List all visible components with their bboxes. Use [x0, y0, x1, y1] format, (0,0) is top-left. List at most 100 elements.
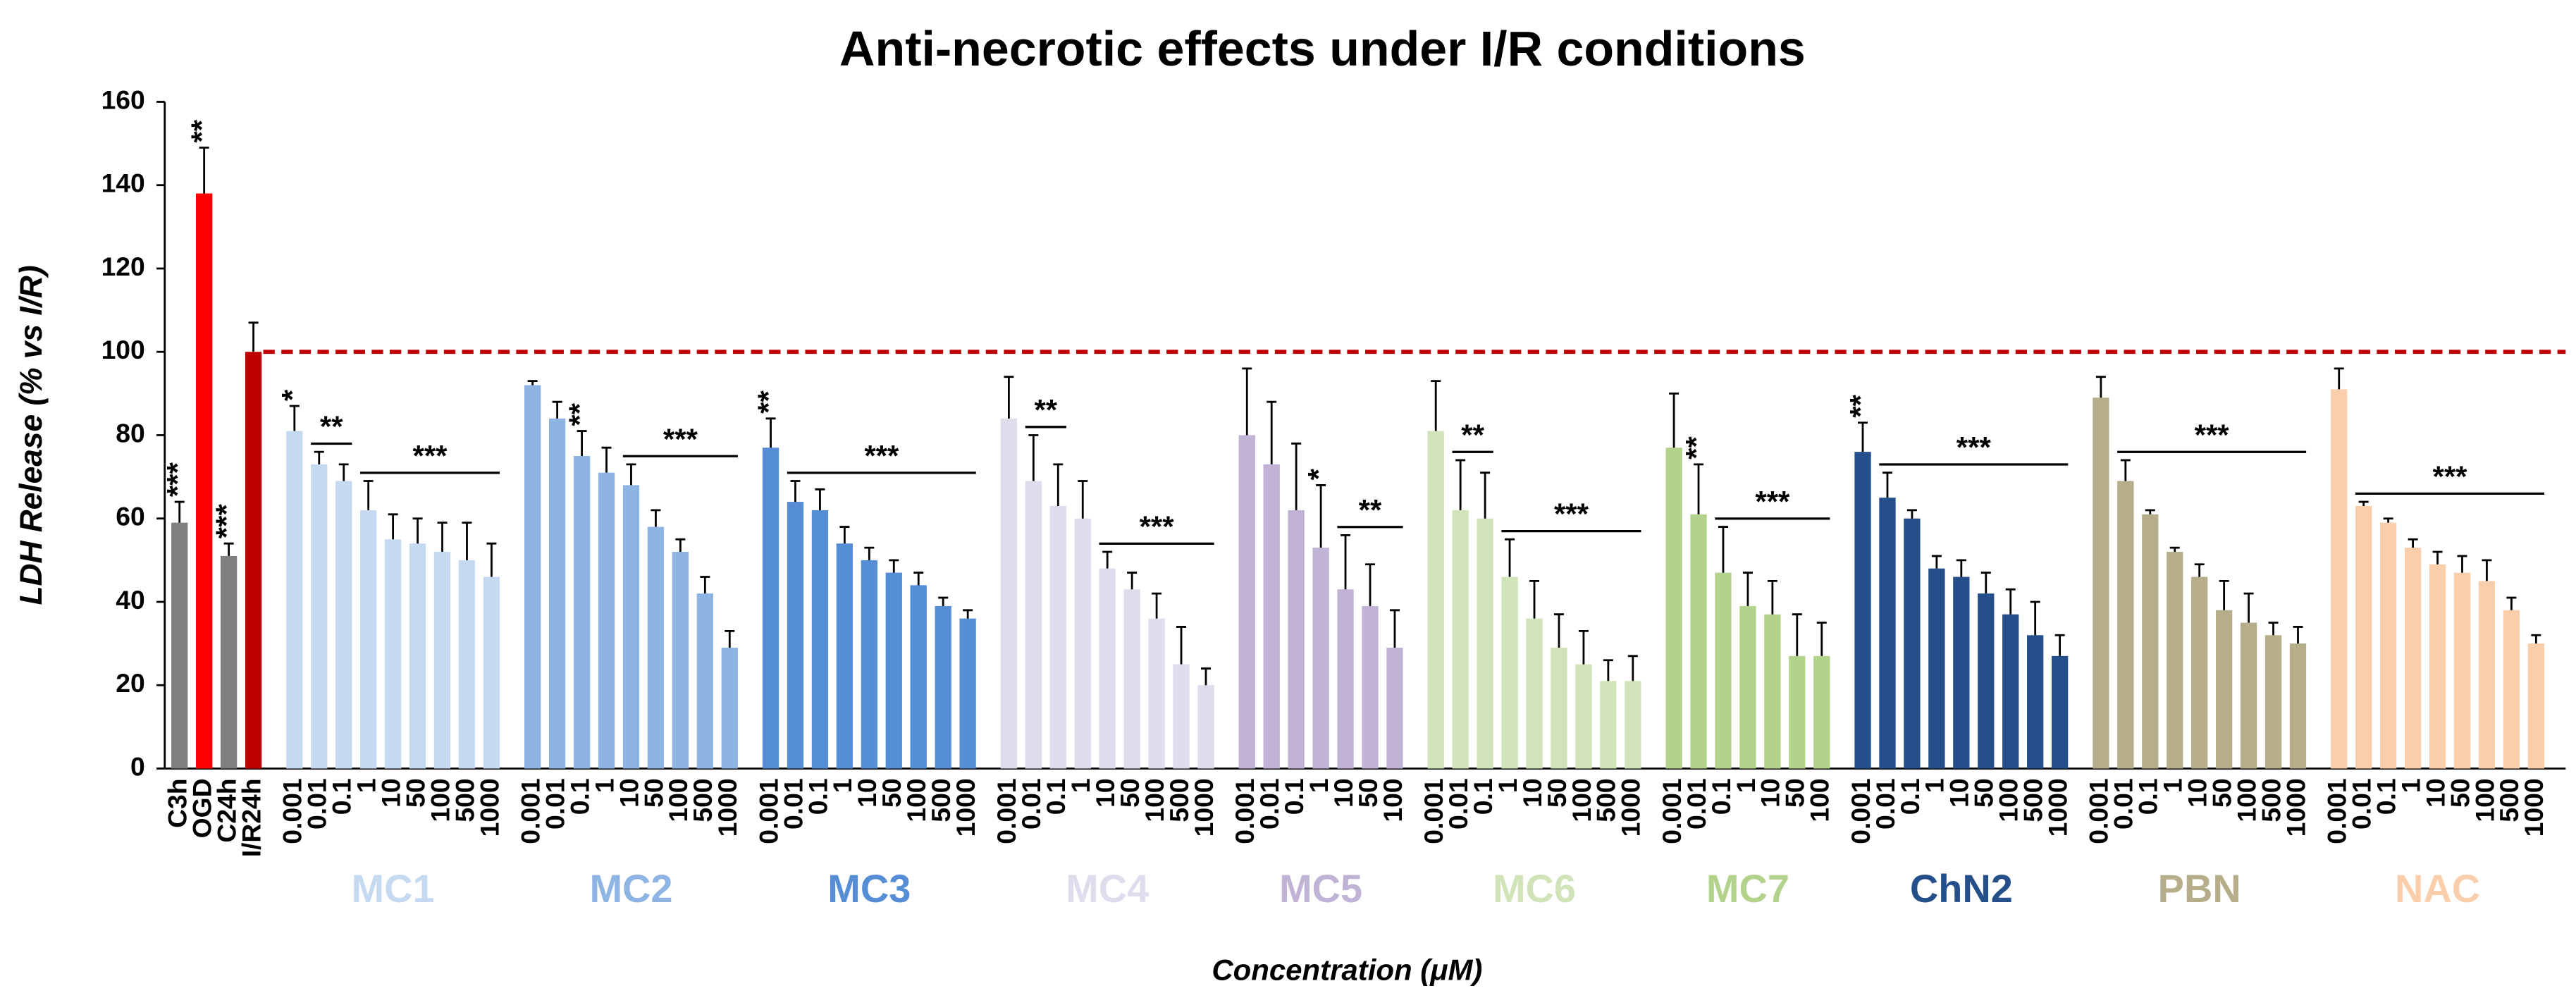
bar	[1854, 452, 1871, 769]
significance-label: ***	[1755, 485, 1790, 518]
x-tick-label: 10	[2183, 778, 2212, 807]
bar	[483, 577, 500, 769]
x-tick-label: 0.1	[2371, 778, 2401, 815]
x-tick-label: 1	[352, 778, 381, 793]
x-tick-label: 50	[877, 778, 906, 807]
x-tick-label: 0.001	[1230, 778, 1259, 844]
bar	[2355, 505, 2372, 769]
x-tick-label: 0.001	[1846, 778, 1875, 844]
error-bar	[437, 522, 448, 553]
bar	[1427, 431, 1444, 769]
error-bar	[2005, 588, 2016, 615]
error-bar	[174, 500, 185, 523]
bar	[959, 618, 976, 769]
x-tick-label: 0.001	[2322, 778, 2352, 844]
error-bar	[289, 405, 300, 431]
x-tick-label: 100	[2470, 778, 2499, 822]
x-tick-label: 100	[1378, 778, 1407, 822]
significance-label: **	[563, 402, 596, 426]
x-tick-label: 1000	[951, 778, 980, 837]
error-bar	[462, 522, 472, 560]
bar	[1764, 614, 1781, 769]
bar	[1477, 518, 1493, 769]
x-tick-label: 50	[639, 778, 668, 807]
significance-label: ***	[864, 439, 899, 472]
bar	[245, 352, 262, 769]
x-tick-label: 0.01	[1016, 778, 1046, 830]
error-bar	[1627, 655, 1638, 682]
x-tick-label: 50	[1542, 778, 1572, 807]
bar	[2379, 522, 2397, 769]
bar	[360, 510, 377, 769]
x-tick-label: 100	[425, 778, 455, 822]
x-tick-label: 10	[1517, 778, 1547, 807]
x-tick-label: 1	[1493, 778, 1522, 793]
error-bar	[2194, 563, 2205, 577]
bar	[1123, 589, 1140, 769]
error-bar	[1742, 572, 1753, 606]
x-tick-label: 10	[852, 778, 882, 807]
error-bar	[2030, 600, 2040, 636]
x-tick-label: 50	[400, 778, 430, 807]
bar	[2167, 552, 2183, 769]
x-tick-label: 500	[2256, 778, 2286, 822]
error-bar	[675, 538, 686, 553]
bar	[573, 456, 591, 769]
bar	[1312, 548, 1329, 769]
error-bar	[1242, 367, 1252, 436]
error-bar	[2120, 459, 2131, 481]
error-bar	[1341, 534, 1351, 590]
y-tick-label: 40	[116, 585, 144, 615]
x-tick-label: 0.01	[1871, 778, 1900, 830]
error-bar	[2169, 546, 2180, 553]
bar	[1238, 435, 1255, 769]
significance-label: ***	[161, 462, 194, 497]
bar	[2429, 564, 2446, 769]
x-tick-label: 1000	[713, 778, 742, 837]
error-bar	[2531, 634, 2541, 644]
error-bar	[388, 513, 398, 540]
x-tick-label: 0.01	[778, 778, 808, 830]
significance-label: **	[1680, 436, 1713, 460]
bar	[1739, 605, 1756, 769]
error-bar	[1956, 559, 1966, 577]
significance-label: ***	[210, 504, 243, 539]
bar	[524, 385, 541, 769]
bar	[1526, 618, 1543, 769]
bar	[1452, 510, 1469, 769]
error-bar	[1365, 563, 1375, 606]
bar	[2453, 572, 2471, 769]
bar	[1978, 593, 1995, 769]
bar	[1263, 464, 1280, 769]
x-tick-label: 100	[2231, 778, 2261, 822]
error-bar	[1816, 622, 1827, 656]
x-tick-label: 1	[1304, 778, 1333, 793]
bar	[1690, 514, 1707, 769]
bar	[910, 585, 927, 769]
significance-label: **	[1844, 394, 1877, 417]
x-tick-label: 100	[1140, 778, 1169, 822]
x-tick-label: 10	[1756, 778, 1785, 807]
x-tick-label: 0.1	[565, 778, 594, 815]
error-bar	[1389, 609, 1400, 648]
x-tick-label: 100	[901, 778, 931, 822]
x-axis-label: Concentration (μM)	[1212, 953, 1482, 986]
error-bar	[2432, 550, 2443, 565]
bar	[2404, 548, 2422, 769]
significance-label: **	[1461, 418, 1484, 451]
x-tick-label: 1	[1066, 778, 1095, 793]
bar	[458, 560, 476, 769]
error-bar	[2243, 592, 2254, 623]
y-tick-label: 60	[116, 502, 144, 531]
error-bar	[765, 417, 776, 448]
x-tick-label: 10	[2420, 778, 2450, 807]
bar	[598, 472, 615, 769]
error-bar	[248, 321, 259, 352]
x-tick-label: 0.01	[1443, 778, 1473, 830]
group-label: MC2	[589, 866, 672, 911]
x-tick-label: 50	[1353, 778, 1383, 807]
error-bar	[913, 572, 924, 586]
bar	[1575, 664, 1592, 769]
bar	[1551, 648, 1567, 769]
